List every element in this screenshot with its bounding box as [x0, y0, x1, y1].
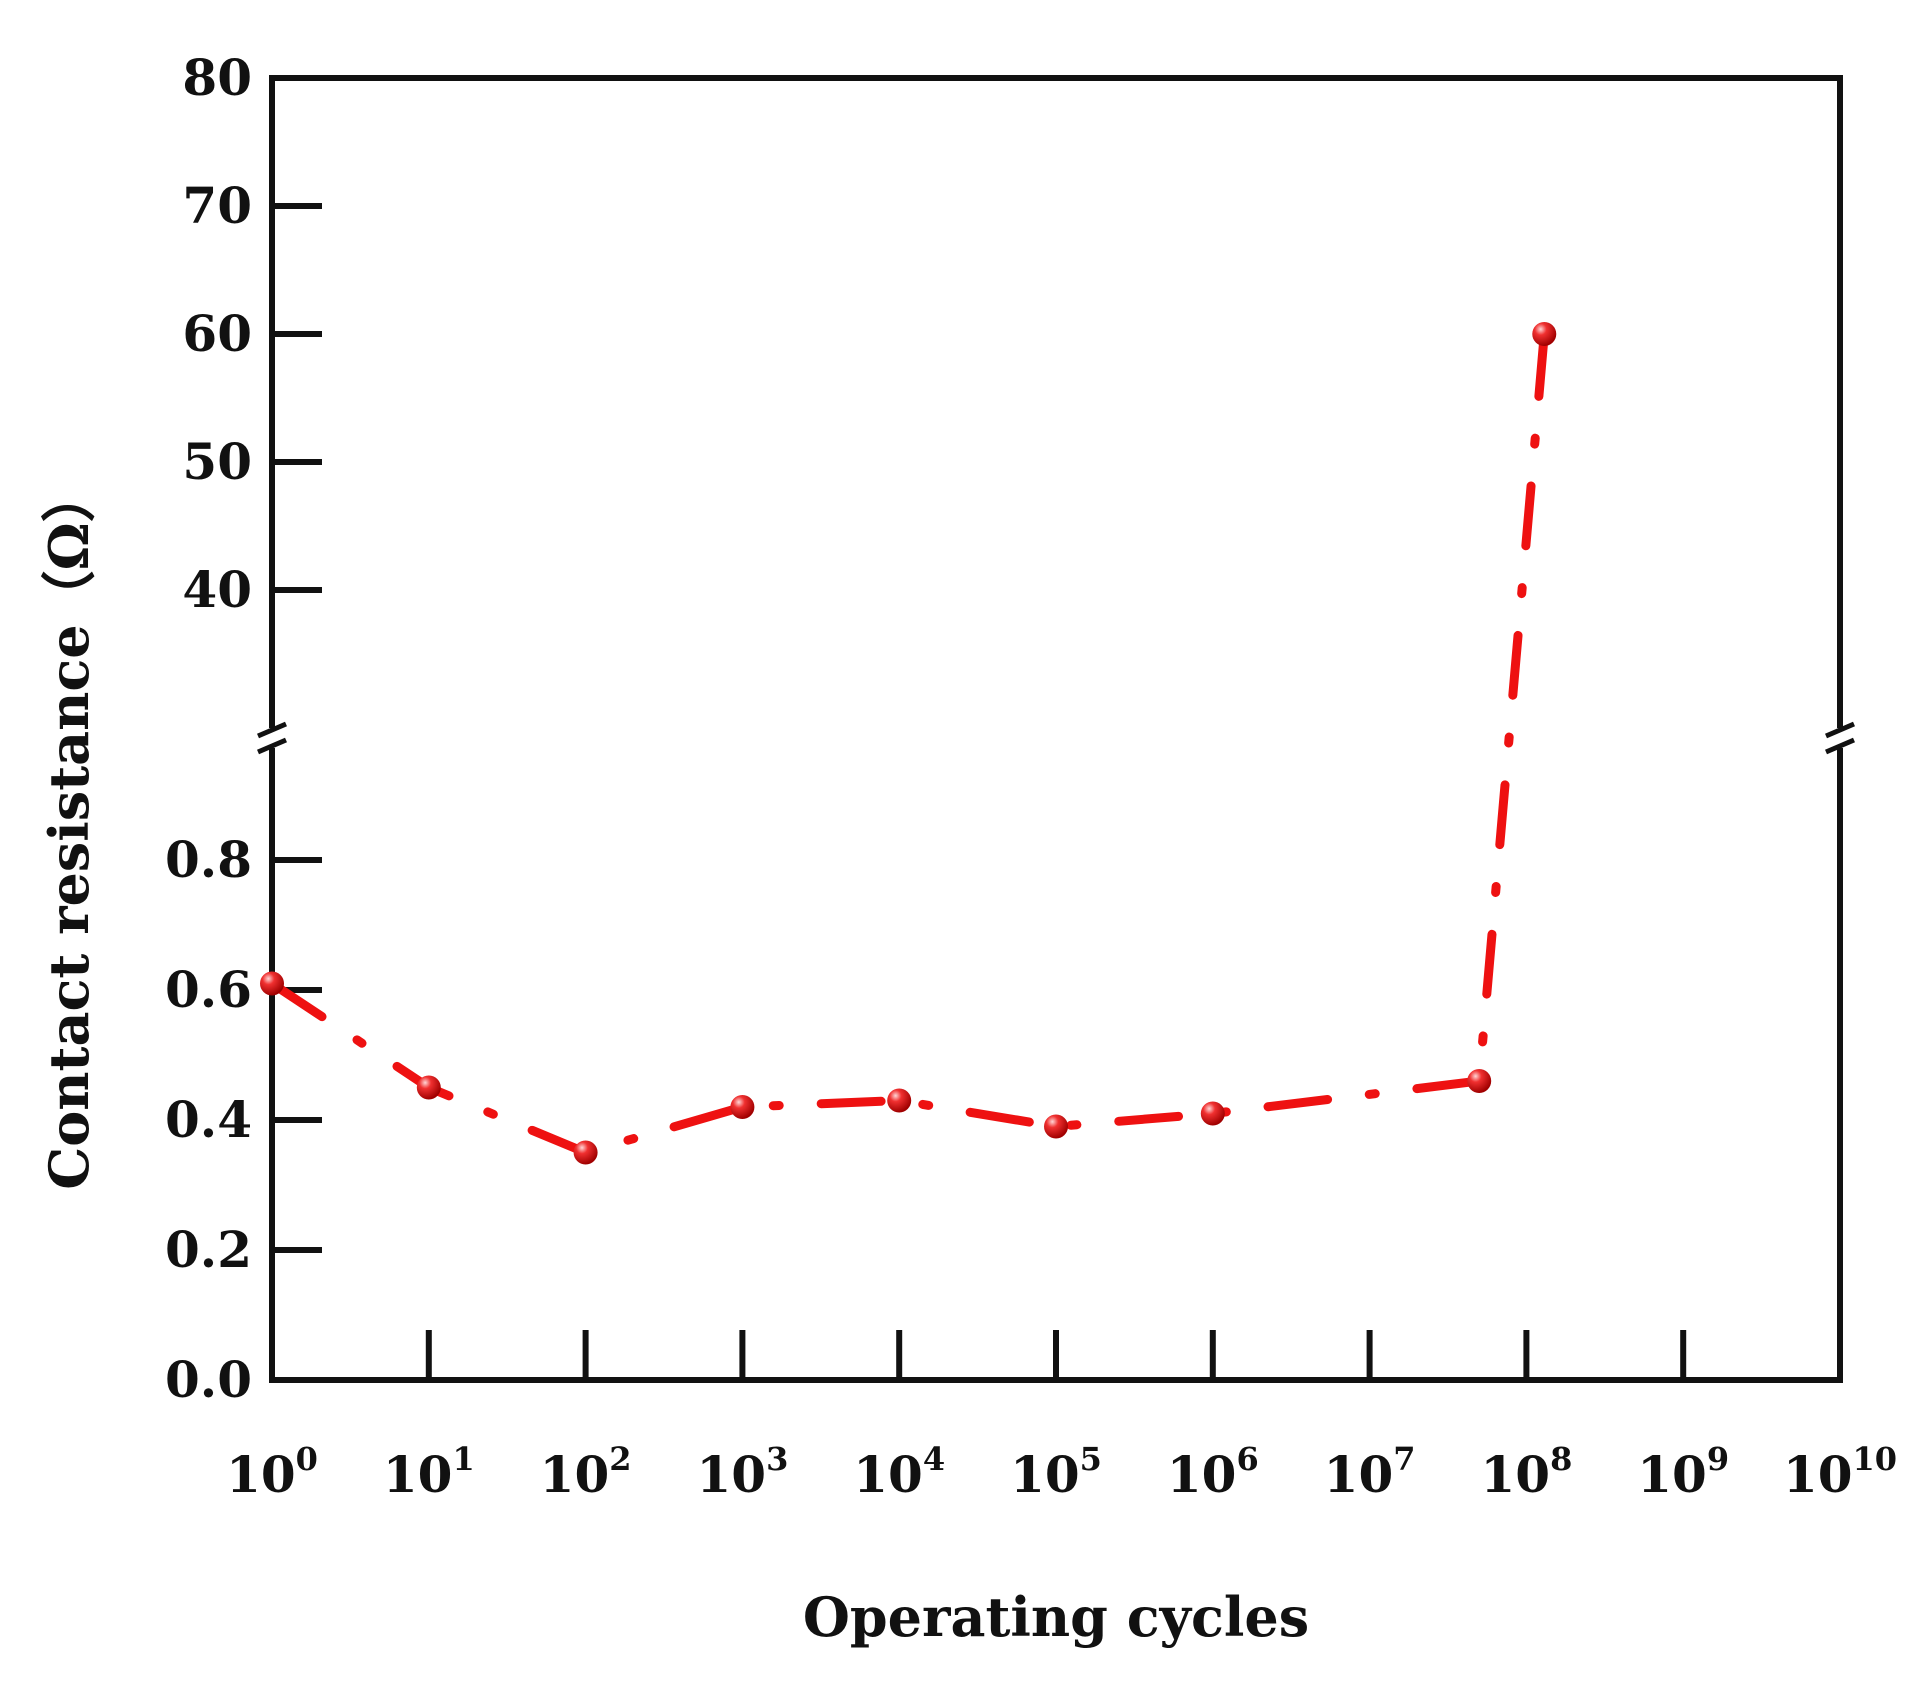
axis-break-slash	[1825, 737, 1855, 755]
y-axis-ticks: 0.0 0.2 0.4 0.6 0.8 40 50 60 70 80	[165, 48, 322, 1409]
data-point	[573, 1140, 598, 1165]
y-tick-label: 0.0	[165, 1350, 252, 1409]
y-tick-label: 0.6	[165, 960, 252, 1019]
x-tick-label: 1010	[1783, 1440, 1897, 1504]
data-point	[1532, 322, 1557, 346]
axis-break-marks	[257, 721, 1855, 755]
axis-break-slash	[257, 721, 287, 739]
x-tick-label: 109	[1637, 1440, 1729, 1504]
x-tick-label: 107	[1324, 1440, 1416, 1504]
x-tick-label: 108	[1480, 1440, 1572, 1504]
x-tick-label: 101	[383, 1440, 475, 1504]
x-tick-label: 100	[226, 1440, 318, 1504]
y-axis-title: Contact resistance（Ω）	[37, 468, 101, 1189]
y-tick-label: 60	[182, 304, 252, 363]
data-point	[1044, 1114, 1068, 1139]
y-tick-label: 40	[182, 560, 252, 619]
data-point	[416, 1075, 441, 1100]
plot-frame	[269, 75, 1843, 1383]
x-axis-ticks: 100 101 102 103 104 105 106 107 108 109 1010	[226, 1330, 1897, 1504]
x-axis-title: Operating cycles	[803, 1585, 1309, 1649]
data-point	[1200, 1101, 1225, 1126]
x-tick-label: 103	[696, 1440, 788, 1504]
data-point	[260, 971, 284, 996]
data-point	[887, 1088, 912, 1113]
y-tick-label: 0.8	[165, 830, 252, 889]
y-tick-label: 50	[182, 432, 252, 491]
axis-break-slash	[257, 737, 287, 755]
x-tick-label: 104	[853, 1440, 945, 1504]
axis-break-slash	[1825, 721, 1855, 739]
data-point	[730, 1095, 755, 1119]
x-tick-label: 106	[1167, 1440, 1259, 1504]
series-layer	[260, 322, 1557, 1165]
y-tick-label: 0.4	[165, 1090, 252, 1149]
x-tick-label: 105	[1010, 1440, 1102, 1504]
series-line	[267, 329, 1549, 1158]
y-tick-label: 0.2	[165, 1220, 252, 1279]
y-tick-label: 80	[182, 48, 252, 107]
x-tick-label: 102	[540, 1440, 632, 1504]
data-point	[1467, 1069, 1492, 1093]
y-tick-label: 70	[182, 176, 252, 235]
